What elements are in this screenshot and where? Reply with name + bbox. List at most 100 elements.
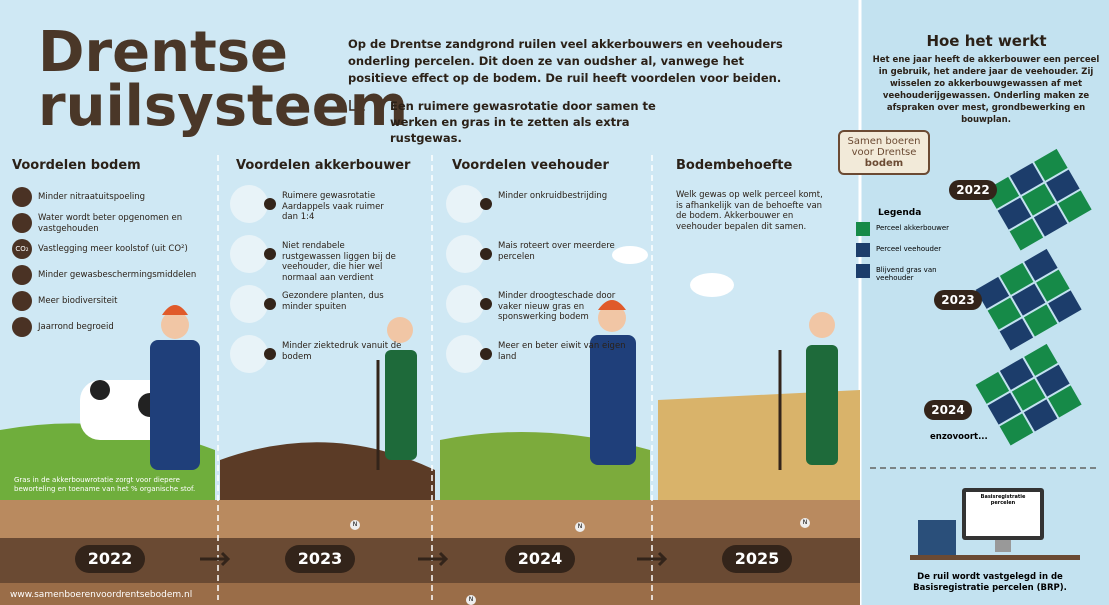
parcel: [1011, 283, 1046, 316]
text: Welk gewas op welk perceel komt, is afha…: [676, 190, 823, 232]
year-badge: 2022: [949, 180, 997, 200]
arrow: [637, 551, 668, 567]
brp-screen: Basisregistratie percelen: [980, 494, 1026, 506]
soil-label: N: [350, 520, 360, 530]
icon: [12, 291, 32, 311]
farmer: [376, 317, 417, 470]
benefit: Minder nitraatuitspoeling: [38, 192, 146, 202]
year-badge: 2024: [924, 400, 972, 420]
arrow: [200, 551, 231, 567]
icon: [230, 285, 268, 323]
column-heading: Voordelen veehouder: [452, 158, 609, 173]
plus: [264, 198, 276, 210]
parcel: [1046, 169, 1080, 202]
benefit: Minder onkruidbestrijding: [498, 191, 608, 201]
field: [220, 442, 435, 500]
parcel: [1058, 190, 1092, 223]
icon: [230, 185, 268, 223]
logo-line: bodem: [864, 158, 904, 169]
benefit: Minder droogteschade door vaker nieuw gr…: [498, 291, 616, 322]
benefit: Meer biodiversiteit: [38, 296, 118, 306]
column-heading: Bodembehoefte: [676, 158, 793, 173]
parcel: [1023, 399, 1058, 432]
parcel: [999, 413, 1034, 446]
parcel: [975, 371, 1010, 404]
icon: [12, 213, 32, 233]
icon: [12, 265, 32, 285]
soil-label: N: [800, 518, 810, 528]
parcel: [987, 297, 1022, 330]
more: enzovoort...: [930, 432, 988, 442]
parcel: [1011, 378, 1046, 411]
icon: CO₂: [12, 239, 32, 259]
plus: [264, 248, 276, 260]
farmer: [778, 312, 838, 470]
parcel: [1036, 364, 1070, 397]
icon: [230, 235, 268, 273]
parcel: [975, 276, 1010, 309]
year-badge: 2022: [75, 545, 145, 573]
icon: [12, 187, 32, 207]
parcel: [999, 357, 1034, 390]
benefit: Vastlegging meer koolstof (uit CO²): [38, 244, 188, 254]
soil: [0, 500, 860, 538]
footer-url: www.samenboerenvoordrentsebodem.nl: [10, 590, 193, 600]
plus: [264, 348, 276, 360]
intro: Op de Drentse zandgrond ruilen veel akke…: [348, 37, 783, 85]
plus: [480, 198, 492, 210]
cloud: [690, 273, 734, 297]
sidebar-text: Het ene jaar heeft de akkerbouwer een pe…: [872, 55, 1100, 125]
plus: [480, 348, 492, 360]
legend-title: Legenda: [878, 208, 922, 218]
soil-label: N: [466, 595, 476, 605]
year-badge: 2024: [505, 545, 575, 573]
sidebar-title: Hoe het werkt: [926, 32, 1047, 50]
parcel: [1048, 290, 1082, 323]
benefit: Minder ziektedruk vanuit de bodem: [282, 341, 402, 362]
parcel: [1033, 204, 1068, 237]
plus: [480, 298, 492, 310]
arrow: [349, 100, 366, 115]
icon: [446, 185, 484, 223]
soil: [0, 583, 860, 605]
parcel: [1048, 385, 1082, 418]
column-heading: Voordelen akkerbouwer: [236, 158, 411, 173]
benefit: Gezondere planten, dus minder spuiten: [282, 291, 384, 312]
plus: [480, 248, 492, 260]
year-badge: 2023: [285, 545, 355, 573]
note: Gras in de akkerbouwrotatie zorgt voor d…: [14, 476, 196, 493]
parcel: [985, 176, 1020, 209]
title-line: Drentse: [38, 20, 289, 85]
parcel: [1024, 343, 1058, 376]
year-badge: 2025: [722, 545, 792, 573]
parcel: [987, 392, 1022, 425]
icon: [12, 317, 32, 337]
icon: [446, 235, 484, 273]
parcel: [1024, 248, 1058, 281]
benefit: Niet rendabele rustgewassen liggen bij d…: [282, 241, 396, 283]
parcel: [1021, 183, 1056, 216]
farmer: [150, 305, 200, 470]
benefit: Water wordt beter opgenomen en vastgehou…: [38, 213, 183, 234]
icon: [230, 335, 268, 373]
title: Drentse ruilsysteem: [38, 20, 408, 135]
parcel: [1009, 218, 1044, 251]
parcel: [997, 197, 1032, 230]
logo-line: voor Drentse: [851, 147, 917, 158]
logo-line: Samen boeren: [847, 136, 921, 147]
legend-label: Perceel veehouder: [876, 245, 942, 253]
benefit: Mais roteert over meerdere percelen: [498, 241, 615, 262]
benefit: Minder gewasbeschermingsmiddelen: [38, 270, 197, 280]
parcel: [1023, 304, 1058, 337]
brp-text: De ruil wordt vastgelegd in de Basisregi…: [913, 572, 1067, 593]
farmer: [590, 300, 636, 465]
parcel: [1034, 148, 1068, 181]
plus: [264, 298, 276, 310]
parcel: [1009, 162, 1044, 195]
highlight: Een ruimere gewasrotatie door samen te w…: [390, 99, 656, 145]
logo: Samen boeren voor Drentse bodem: [838, 130, 930, 175]
parcel: [999, 318, 1034, 351]
arrow: [418, 551, 449, 567]
